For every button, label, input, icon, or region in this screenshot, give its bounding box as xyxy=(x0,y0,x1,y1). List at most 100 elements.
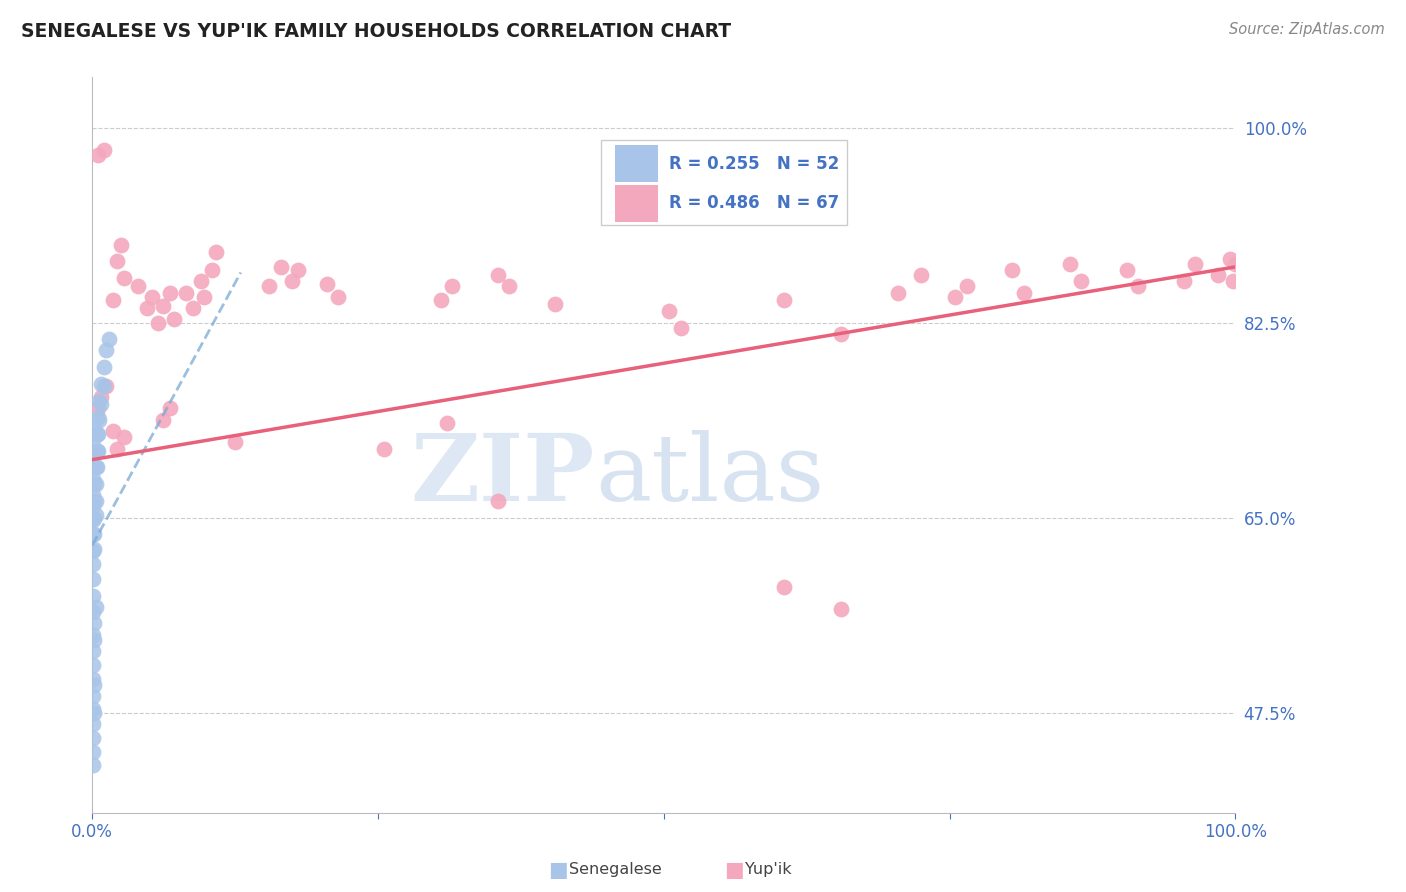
Text: atlas: atlas xyxy=(595,430,824,520)
Point xyxy=(1070,274,1092,288)
Point xyxy=(127,278,149,293)
Point xyxy=(148,316,170,330)
Text: ■: ■ xyxy=(548,860,568,880)
Point xyxy=(82,657,104,672)
Point xyxy=(93,143,115,157)
Text: R = 0.255   N = 52: R = 0.255 N = 52 xyxy=(669,154,839,173)
Point xyxy=(82,572,104,586)
Point xyxy=(204,245,226,260)
Point xyxy=(87,427,110,442)
Point xyxy=(83,421,105,435)
Text: Yup'ik: Yup'ik xyxy=(745,863,792,877)
Point xyxy=(82,672,104,686)
Point xyxy=(82,527,104,541)
Point xyxy=(93,379,115,393)
Text: ■: ■ xyxy=(724,860,744,880)
Point xyxy=(83,527,105,541)
Point xyxy=(315,277,337,291)
Point xyxy=(830,602,852,616)
Text: Senegalese: Senegalese xyxy=(569,863,662,877)
Point xyxy=(152,299,174,313)
Point xyxy=(373,442,395,456)
Point xyxy=(83,460,105,475)
Point xyxy=(94,379,117,393)
Point xyxy=(159,401,181,416)
Point xyxy=(82,558,104,572)
Point xyxy=(943,290,966,304)
Point xyxy=(82,758,104,772)
Point xyxy=(259,278,281,293)
Point xyxy=(159,285,181,300)
Point xyxy=(82,689,104,703)
Point xyxy=(87,410,110,425)
Point xyxy=(82,731,104,746)
Point xyxy=(287,263,309,277)
Point xyxy=(82,605,104,619)
Point xyxy=(181,301,204,315)
Point xyxy=(105,254,128,268)
Point xyxy=(190,274,212,288)
Point xyxy=(486,494,509,508)
Point xyxy=(82,500,104,514)
Point xyxy=(105,442,128,456)
Point xyxy=(83,633,105,648)
Point xyxy=(224,434,246,449)
Point xyxy=(84,494,107,508)
Point xyxy=(93,360,115,375)
Point xyxy=(1001,263,1024,277)
Point xyxy=(1012,285,1035,300)
Point xyxy=(110,237,132,252)
Point xyxy=(90,376,112,391)
Point xyxy=(86,427,108,442)
Point xyxy=(163,312,186,326)
Point xyxy=(82,472,104,486)
Point xyxy=(82,589,104,603)
Point xyxy=(83,616,105,631)
Point xyxy=(1059,256,1081,270)
Point xyxy=(83,510,105,524)
Point xyxy=(82,644,104,658)
Point xyxy=(174,285,197,300)
Bar xyxy=(614,145,658,182)
Point xyxy=(910,268,932,282)
Point xyxy=(86,460,108,475)
Point xyxy=(1126,278,1149,293)
Point xyxy=(201,263,224,277)
Text: R = 0.486   N = 67: R = 0.486 N = 67 xyxy=(669,194,839,212)
Point xyxy=(270,260,292,274)
Point xyxy=(1173,274,1195,288)
Point xyxy=(830,326,852,341)
Point xyxy=(1115,263,1137,277)
Point xyxy=(436,416,458,430)
Point xyxy=(544,296,567,310)
Point xyxy=(87,393,110,408)
Point xyxy=(152,412,174,426)
Point xyxy=(83,541,105,556)
Point xyxy=(87,412,110,426)
Point xyxy=(90,390,112,404)
Point xyxy=(83,446,105,460)
Point xyxy=(441,278,464,293)
Point xyxy=(772,293,794,308)
Point xyxy=(82,544,104,558)
Point xyxy=(887,285,910,300)
Point xyxy=(101,293,124,308)
Point xyxy=(87,443,110,458)
Point xyxy=(141,290,163,304)
Point xyxy=(84,477,107,491)
Point xyxy=(84,443,107,458)
Point xyxy=(658,304,681,318)
Point xyxy=(82,513,104,527)
Point xyxy=(84,599,107,614)
Point xyxy=(669,321,692,335)
Point xyxy=(136,301,159,315)
Text: ZIP: ZIP xyxy=(411,430,595,520)
Point xyxy=(98,332,121,346)
Point xyxy=(83,494,105,508)
Point xyxy=(83,706,105,720)
Point xyxy=(486,268,509,282)
Point xyxy=(1225,256,1247,270)
Bar xyxy=(614,185,658,222)
Point xyxy=(281,274,304,288)
Point xyxy=(90,397,112,411)
